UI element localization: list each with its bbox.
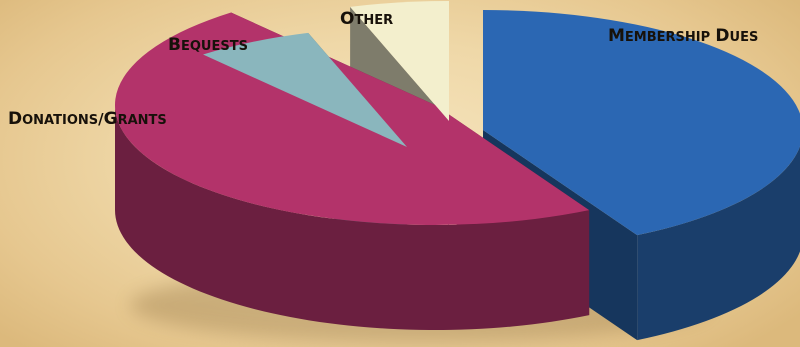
slice-top-membership-dues xyxy=(483,10,800,236)
slice-side-membership-dues xyxy=(637,146,800,341)
slice-side-donations-grants xyxy=(115,105,590,331)
slice-top-bequests xyxy=(203,32,407,148)
pie-tops xyxy=(114,1,800,236)
slice-label-donations-grants: DONATIONS/GRANTS xyxy=(8,109,167,129)
slice-label-bequests: BEQUESTS xyxy=(168,35,248,55)
slice-label-membership-dues: MEMBERSHIP DUES xyxy=(608,26,758,46)
slice-label-other: OTHER xyxy=(340,9,393,29)
slice-top-other xyxy=(350,1,449,121)
pie-labels: MEMBERSHIP DUES DONATIONS/GRANTS BEQUESTS O… xyxy=(8,9,758,129)
